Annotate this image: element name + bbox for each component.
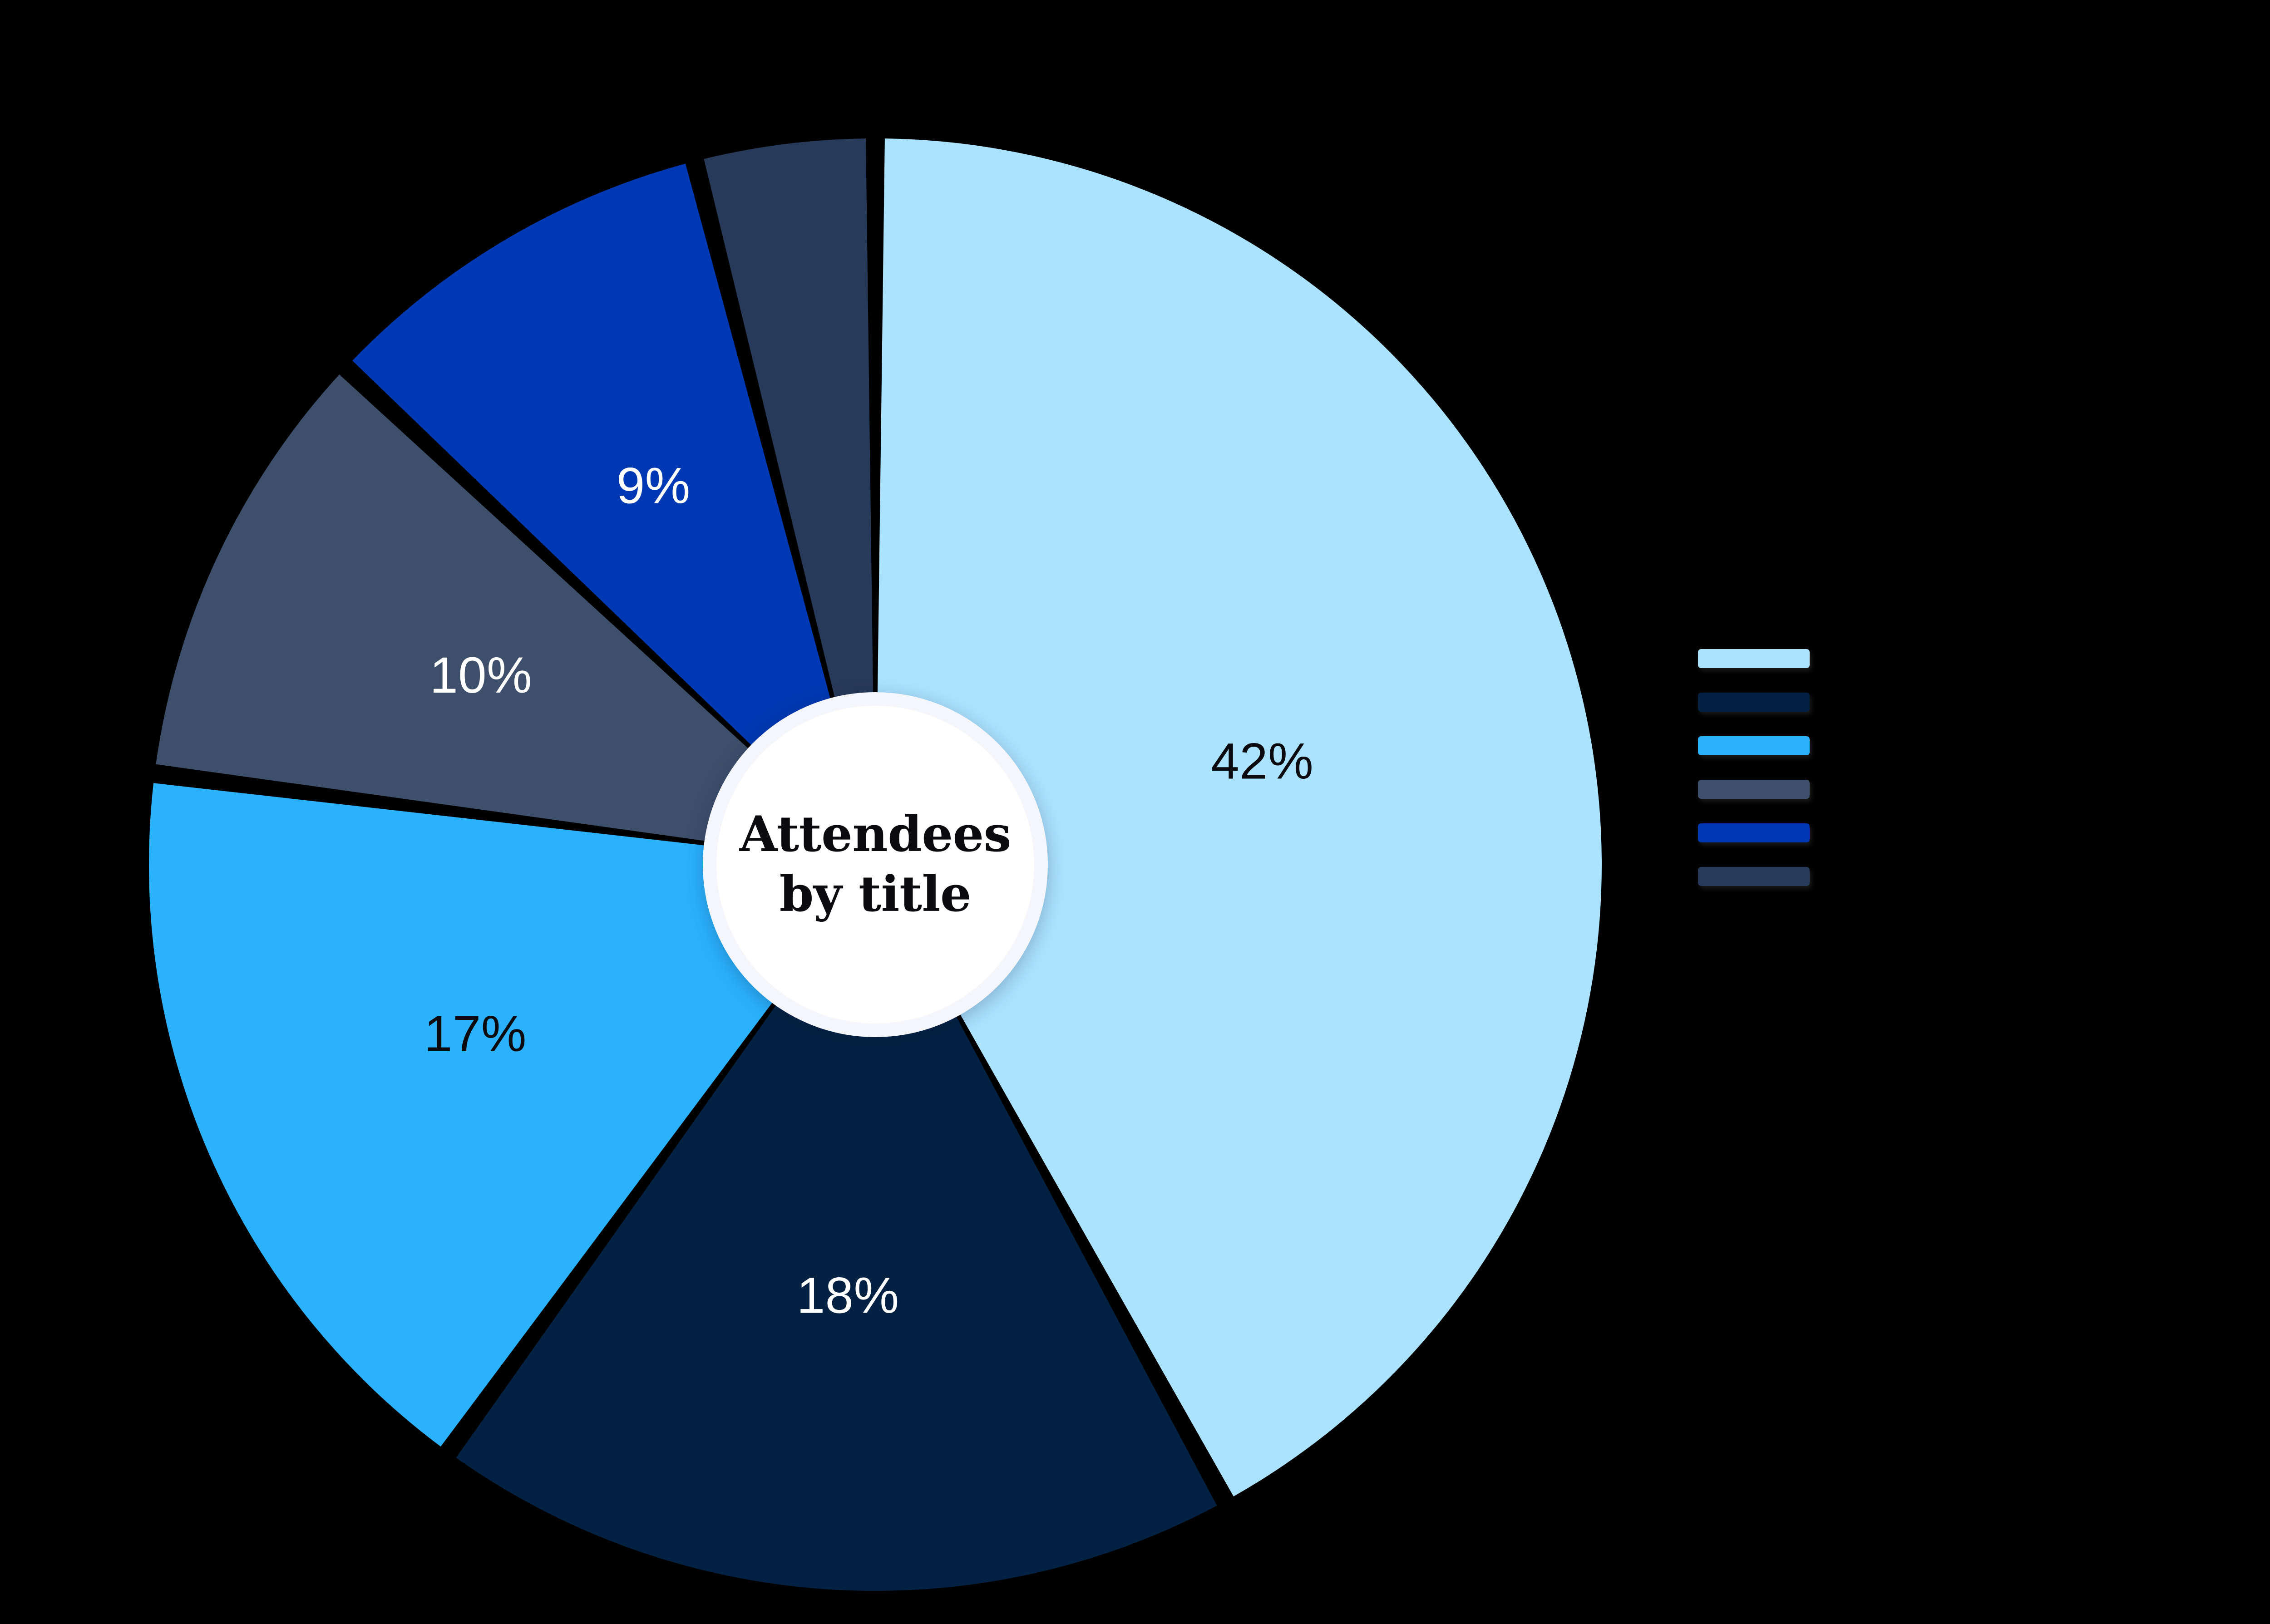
legend-color-swatch [1698,867,1810,886]
pie-slice-value-label: 42% [1211,733,1314,790]
pie-slice[interactable] [352,163,875,865]
pie-slice[interactable] [148,783,875,1447]
chart-legend [1698,649,2270,910]
pie-slice-value-label: 18% [797,1267,899,1324]
donut-center-title: Attendees by title [739,806,1012,923]
legend-color-swatch [1698,736,1810,755]
pie-slice[interactable] [704,138,875,865]
legend-item[interactable] [1698,823,2270,842]
legend-color-swatch [1698,693,1810,712]
pie-slice[interactable] [456,865,1217,1591]
legend-color-swatch [1698,780,1810,799]
pie-slice-value-label: 10% [430,647,533,704]
legend-item[interactable] [1698,780,2270,799]
pie-slice-group [148,138,1602,1591]
legend-item[interactable] [1698,649,2270,668]
legend-item[interactable] [1698,693,2270,712]
legend-color-swatch [1698,823,1810,842]
pie-slice-label-group: 42% 18% 17% 10% 9% [424,457,1313,1324]
legend-item[interactable] [1698,867,2270,886]
donut-center-hub: Attendees by title [703,692,1048,1037]
pie-slice[interactable] [156,374,875,865]
pie-slice-value-label: 9% [617,457,691,514]
pie-slice-value-label: 17% [424,1005,527,1062]
legend-item[interactable] [1698,736,2270,755]
pie-chart-plot-area: 42% 18% 17% 10% 9% Attendees by title [148,138,1602,1591]
pie-chart-svg: 42% 18% 17% 10% 9% [148,138,1602,1591]
legend-color-swatch [1698,649,1810,668]
donut-center-hub-inner: Attendees by title [716,706,1034,1024]
pie-slice[interactable] [875,138,1602,1496]
